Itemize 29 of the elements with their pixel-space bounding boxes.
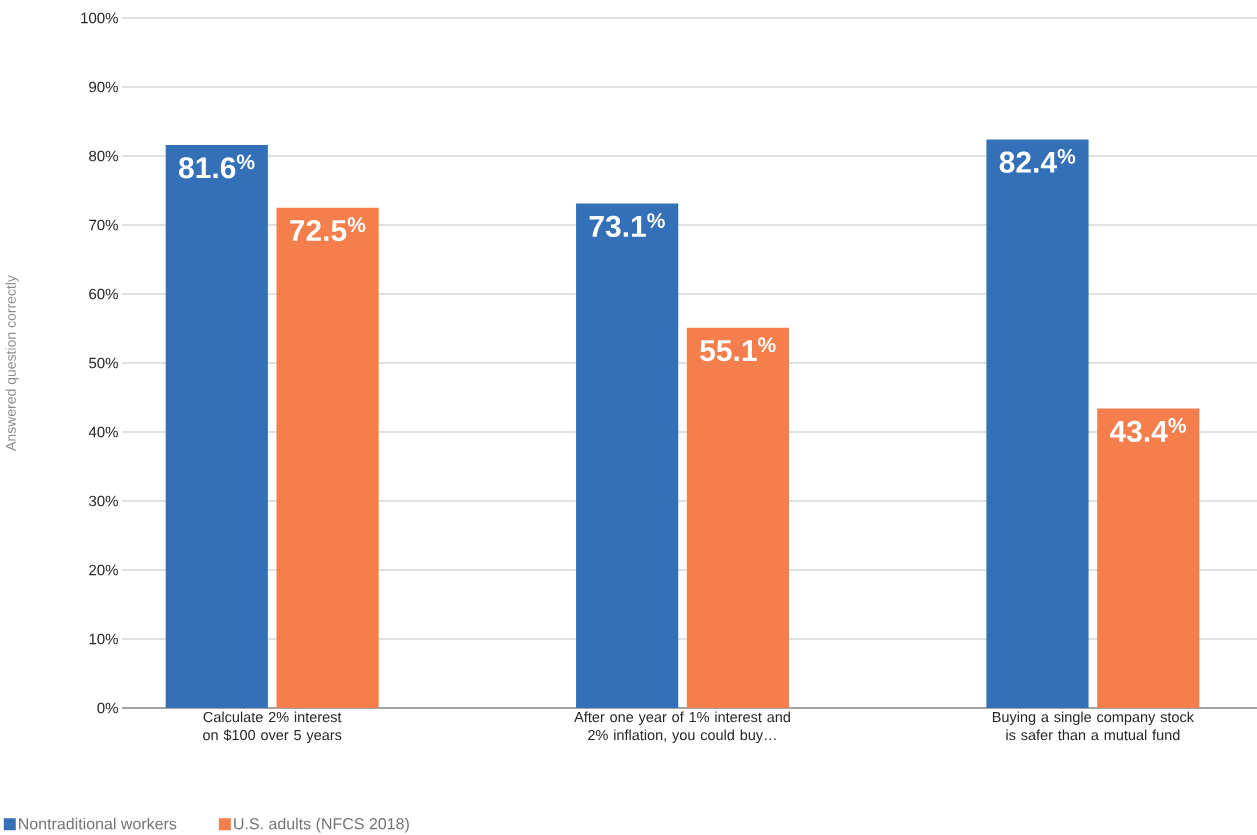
data-label: 73.1$^{%}$ [589,213,665,238]
bar [686,327,790,708]
bar [1097,408,1200,708]
y-tick-label: 20% [89,564,118,576]
data-label: 55.1$^{%}$ [700,337,776,362]
y-tick-label: 70% [89,219,118,231]
bar [276,207,379,708]
data-label: 72.5$^{%}$ [290,217,366,242]
data-label: 82.4$^{%}$ [999,148,1076,173]
bar [576,203,679,708]
x-tick-label: Buying a single company stock is safer than a mutual fund [992,711,1195,741]
y-tick-label: 40% [88,426,118,438]
x-tick-label: Calculate 2% interest on $100 over 5 years [203,711,342,744]
y-tick-label: 0% [97,702,118,714]
y-tick-label: 30% [89,495,118,507]
y-tick-label: 50% [89,357,118,369]
y-axis-title: Answered question correctly [5,275,19,451]
legend-label: U.S. adults (NFCS 2018) [234,817,409,833]
y-tick-label: 80% [89,150,118,162]
y-tick-label: 100% [81,12,118,24]
bar [165,144,268,708]
y-tick-label: 60% [89,288,118,300]
data-label: 81.6$^{%}$ [178,154,255,179]
bar [986,139,1089,708]
data-label: 43.4$^{%}$ [1109,418,1187,443]
x-tick-label: After one year of 1% interest and 2% inflation, you could buy… [574,711,790,744]
legend-label: Nontraditional workers [19,817,177,830]
y-tick-label: 10% [89,633,118,645]
y-tick-label: 90% [89,81,118,93]
